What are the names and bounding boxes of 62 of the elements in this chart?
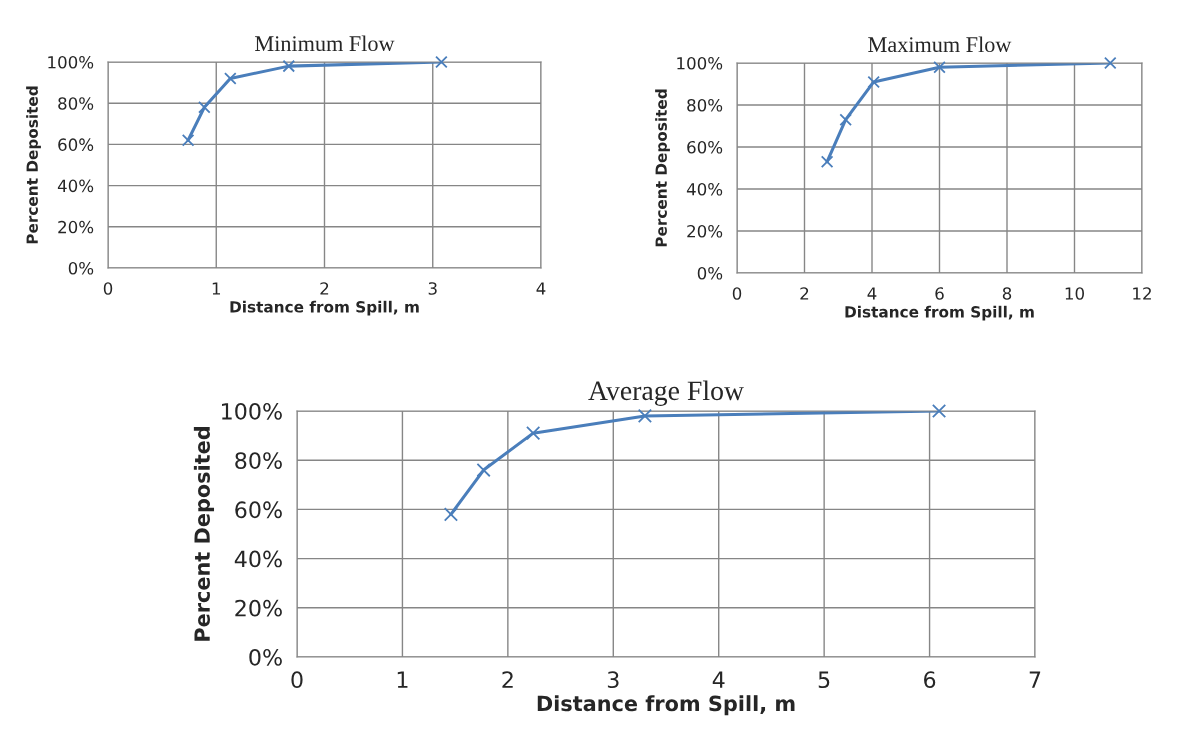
x-tick-label: 4	[867, 287, 877, 300]
x-tick-label: 3	[607, 671, 619, 689]
chart-title: Average Flow	[588, 380, 744, 406]
chart-title: Minimum Flow	[255, 35, 395, 52]
x-tick-label: 0	[291, 671, 303, 689]
x-tick-label: 4	[536, 282, 546, 295]
y-tick-label: 80%	[687, 98, 723, 112]
y-axis-title: Percent Deposited	[655, 89, 670, 247]
x-tick-label: 1	[212, 282, 221, 295]
point	[931, 403, 947, 419]
x-tick-label: 8	[1002, 287, 1012, 300]
y-tick-label: 100%	[222, 402, 282, 420]
x-axis-title: Distance from Spill, m	[537, 695, 795, 716]
y-tick-label: 100%	[677, 56, 723, 70]
x-tick-label: 7	[1029, 671, 1041, 688]
point	[637, 408, 653, 424]
y-tick-label: 20%	[235, 599, 282, 617]
y-axis-title: Percent Deposited	[193, 427, 215, 641]
y-tick-label: 40%	[57, 179, 94, 193]
x-tick-label: 12	[1133, 287, 1151, 300]
point	[224, 72, 237, 85]
point	[181, 133, 195, 147]
y-tick-label: 60%	[58, 138, 94, 151]
y-tick-label: 20%	[687, 224, 723, 238]
chart-title: Maximum Flow	[868, 36, 1012, 53]
y-tick-label: 60%	[687, 140, 723, 154]
point	[476, 462, 491, 478]
point	[933, 60, 946, 74]
x-axis-title: Distance from Spill, m	[845, 305, 1034, 321]
point	[198, 101, 211, 114]
x-tick-label: 10	[1065, 287, 1084, 300]
y-tick-label: 0%	[249, 648, 282, 666]
point	[282, 59, 296, 73]
x-tick-label: 0	[103, 282, 113, 295]
point	[820, 155, 834, 168]
x-axis-title: Distance from Spill, m	[230, 300, 419, 316]
y-tick-label: 80%	[235, 452, 282, 469]
point	[839, 113, 852, 126]
point	[1103, 56, 1117, 70]
point	[526, 426, 541, 441]
y-tick-label: 40%	[686, 182, 723, 196]
y-tick-label: 0%	[697, 266, 723, 280]
x-tick-label: 0	[732, 287, 742, 300]
x-tick-label: 4	[712, 671, 725, 688]
x-tick-label: 1	[397, 671, 408, 688]
y-tick-label: 80%	[58, 97, 94, 110]
x-tick-label: 2	[320, 282, 329, 295]
point	[443, 507, 459, 522]
x-tick-label: 2	[800, 287, 809, 300]
point	[867, 75, 880, 89]
x-tick-label: 3	[428, 282, 437, 295]
y-axis-title: Percent Deposited	[26, 86, 41, 244]
x-tick-label: 5	[818, 671, 830, 689]
y-tick-label: 0%	[68, 261, 94, 275]
x-tick-label: 2	[502, 671, 513, 688]
point	[435, 55, 448, 69]
y-tick-label: 20%	[58, 220, 94, 234]
x-tick-label: 6	[924, 671, 936, 689]
y-tick-label: 40%	[234, 550, 282, 568]
x-tick-label: 6	[935, 287, 944, 300]
y-tick-label: 60%	[235, 501, 282, 519]
y-tick-label: 100%	[48, 55, 94, 69]
